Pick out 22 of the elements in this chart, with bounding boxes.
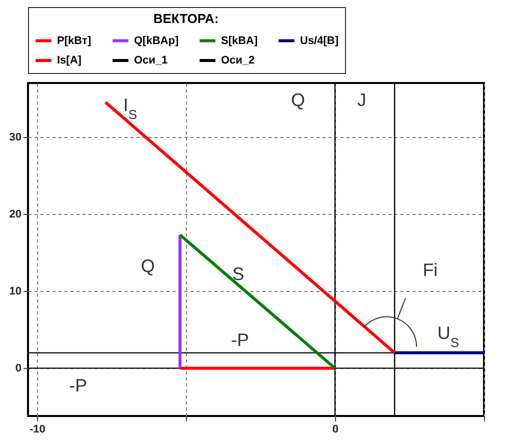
legend-label: Us/4[B] (300, 34, 339, 47)
legend-label: Оси_2 (221, 54, 255, 66)
legend-title: ВЕКТОРА: (153, 11, 219, 26)
x-tick-label: -10 (29, 424, 46, 436)
annotation: I$_{S}$ (123, 94, 138, 122)
annotation: -P (231, 330, 250, 350)
legend-label: Q[kBAp] (134, 34, 179, 47)
legend-label: Is[A] (57, 54, 82, 66)
legend-label: S[kBA] (221, 34, 258, 47)
annotation: U$_{S}$ (437, 322, 460, 350)
annotation: Fi (422, 260, 438, 280)
legend-label: P[kBт] (57, 34, 92, 47)
annotation: Q (140, 256, 155, 276)
y-tick-label: 10 (9, 286, 22, 298)
annotation: S (232, 264, 244, 284)
y-tick-label: 30 (9, 131, 22, 144)
y-tick-label: 0 (15, 362, 22, 375)
annotation: -P (69, 376, 88, 396)
annotation: Q (290, 90, 305, 110)
legend-label: Оси_1 (134, 54, 168, 66)
y-tick-label: 20 (9, 208, 22, 221)
annotation: J (357, 90, 366, 110)
